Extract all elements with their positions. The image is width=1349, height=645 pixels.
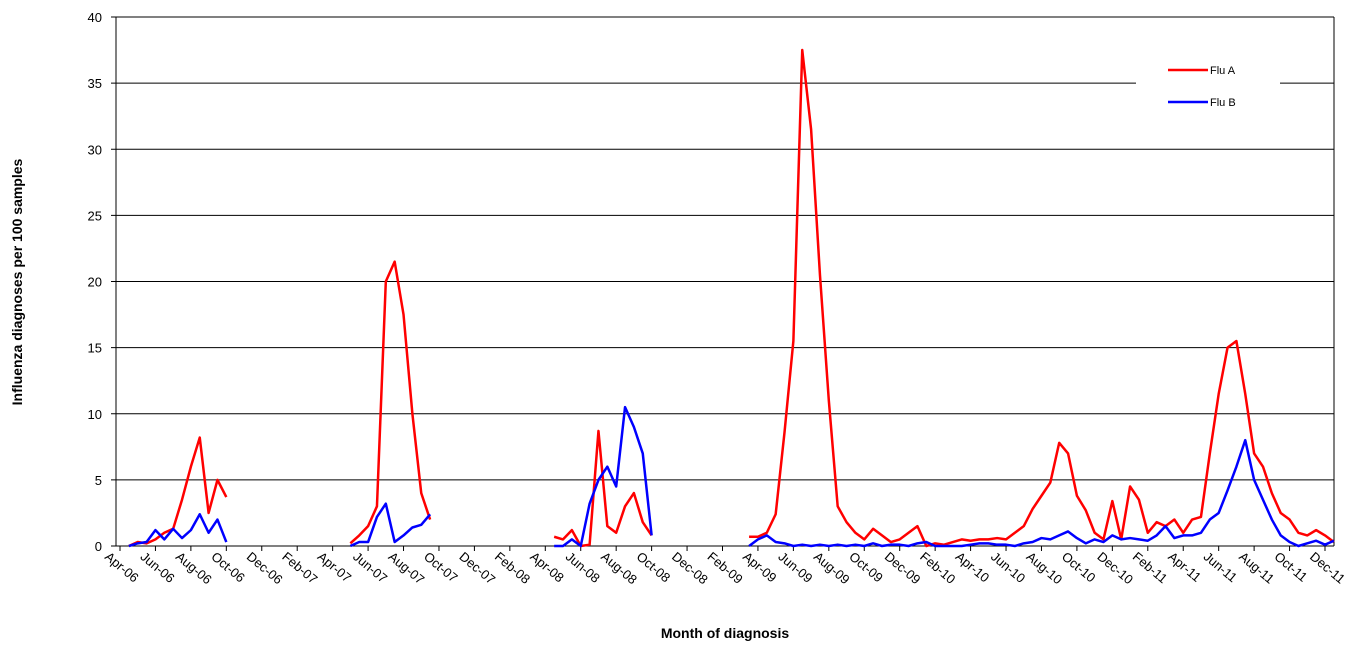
x-tick-label: Aug-10 xyxy=(1024,549,1066,587)
x-tick-label: Dec-09 xyxy=(882,549,924,587)
x-tick-label: Oct-10 xyxy=(1059,549,1099,586)
x-tick-label: Jun-09 xyxy=(775,549,815,586)
x-tick-label: Aug-06 xyxy=(173,549,215,587)
y-tick-label: 0 xyxy=(95,539,102,554)
y-tick-label: 35 xyxy=(88,76,102,91)
x-tick-label: Aug-08 xyxy=(598,549,640,587)
x-tick-label: Apr-09 xyxy=(740,549,780,586)
x-tick-label: Oct-11 xyxy=(1272,549,1311,585)
x-tick-label: Feb-10 xyxy=(917,549,958,587)
x-tick-label: Apr-07 xyxy=(315,549,355,586)
y-axis-title: Influenza diagnoses per 100 samples xyxy=(9,158,25,405)
data-line xyxy=(128,48,1335,548)
x-tick-label: Dec-11 xyxy=(1307,549,1348,587)
x-tick-label: Dec-06 xyxy=(244,549,286,587)
y-tick-label: 20 xyxy=(88,275,102,290)
x-tick-label: Dec-10 xyxy=(1094,549,1136,587)
x-tick-label: Jun-07 xyxy=(350,549,390,586)
legend-label: Flu B xyxy=(1210,97,1236,109)
x-tick-label: Jun-08 xyxy=(563,549,603,586)
x-tick-label: Dec-07 xyxy=(456,549,498,587)
x-tick-label: Feb-07 xyxy=(279,549,320,587)
x-tick-label: Aug-07 xyxy=(386,549,428,587)
x-tick-label: Jun-11 xyxy=(1201,549,1240,585)
y-tick-label: 15 xyxy=(88,341,102,356)
x-tick-label: Feb-09 xyxy=(705,549,746,587)
y-tick-label: 40 xyxy=(88,10,102,25)
data-line xyxy=(128,405,1335,548)
y-tick-label: 10 xyxy=(88,407,102,422)
y-tick-label: 25 xyxy=(88,208,102,223)
x-tick-label: Dec-08 xyxy=(669,549,711,587)
y-tick-label: 5 xyxy=(95,473,102,488)
x-tick-label: Aug-11 xyxy=(1236,549,1277,587)
x-tick-label: Jun-06 xyxy=(138,549,178,586)
x-tick-label: Oct-06 xyxy=(208,549,248,586)
x-tick-label: Apr-08 xyxy=(527,549,567,586)
x-tick-label: Apr-10 xyxy=(953,549,993,586)
x-axis-title: Month of diagnosis xyxy=(661,625,790,641)
x-tick-label: Oct-07 xyxy=(421,549,461,586)
x-tick-label: Aug-09 xyxy=(811,549,853,587)
x-tick-label: Apr-11 xyxy=(1165,549,1204,585)
x-tick-label: Jun-10 xyxy=(988,549,1028,586)
legend-box xyxy=(1136,52,1280,118)
x-tick-label: Feb-11 xyxy=(1130,549,1170,586)
x-tick-label: Oct-09 xyxy=(846,549,886,586)
x-tick-label: Feb-08 xyxy=(492,549,533,587)
x-tick-label: Apr-06 xyxy=(102,549,142,586)
legend-label: Flu A xyxy=(1210,65,1236,77)
y-tick-label: 30 xyxy=(88,142,102,157)
x-tick-label: Oct-08 xyxy=(634,549,674,586)
